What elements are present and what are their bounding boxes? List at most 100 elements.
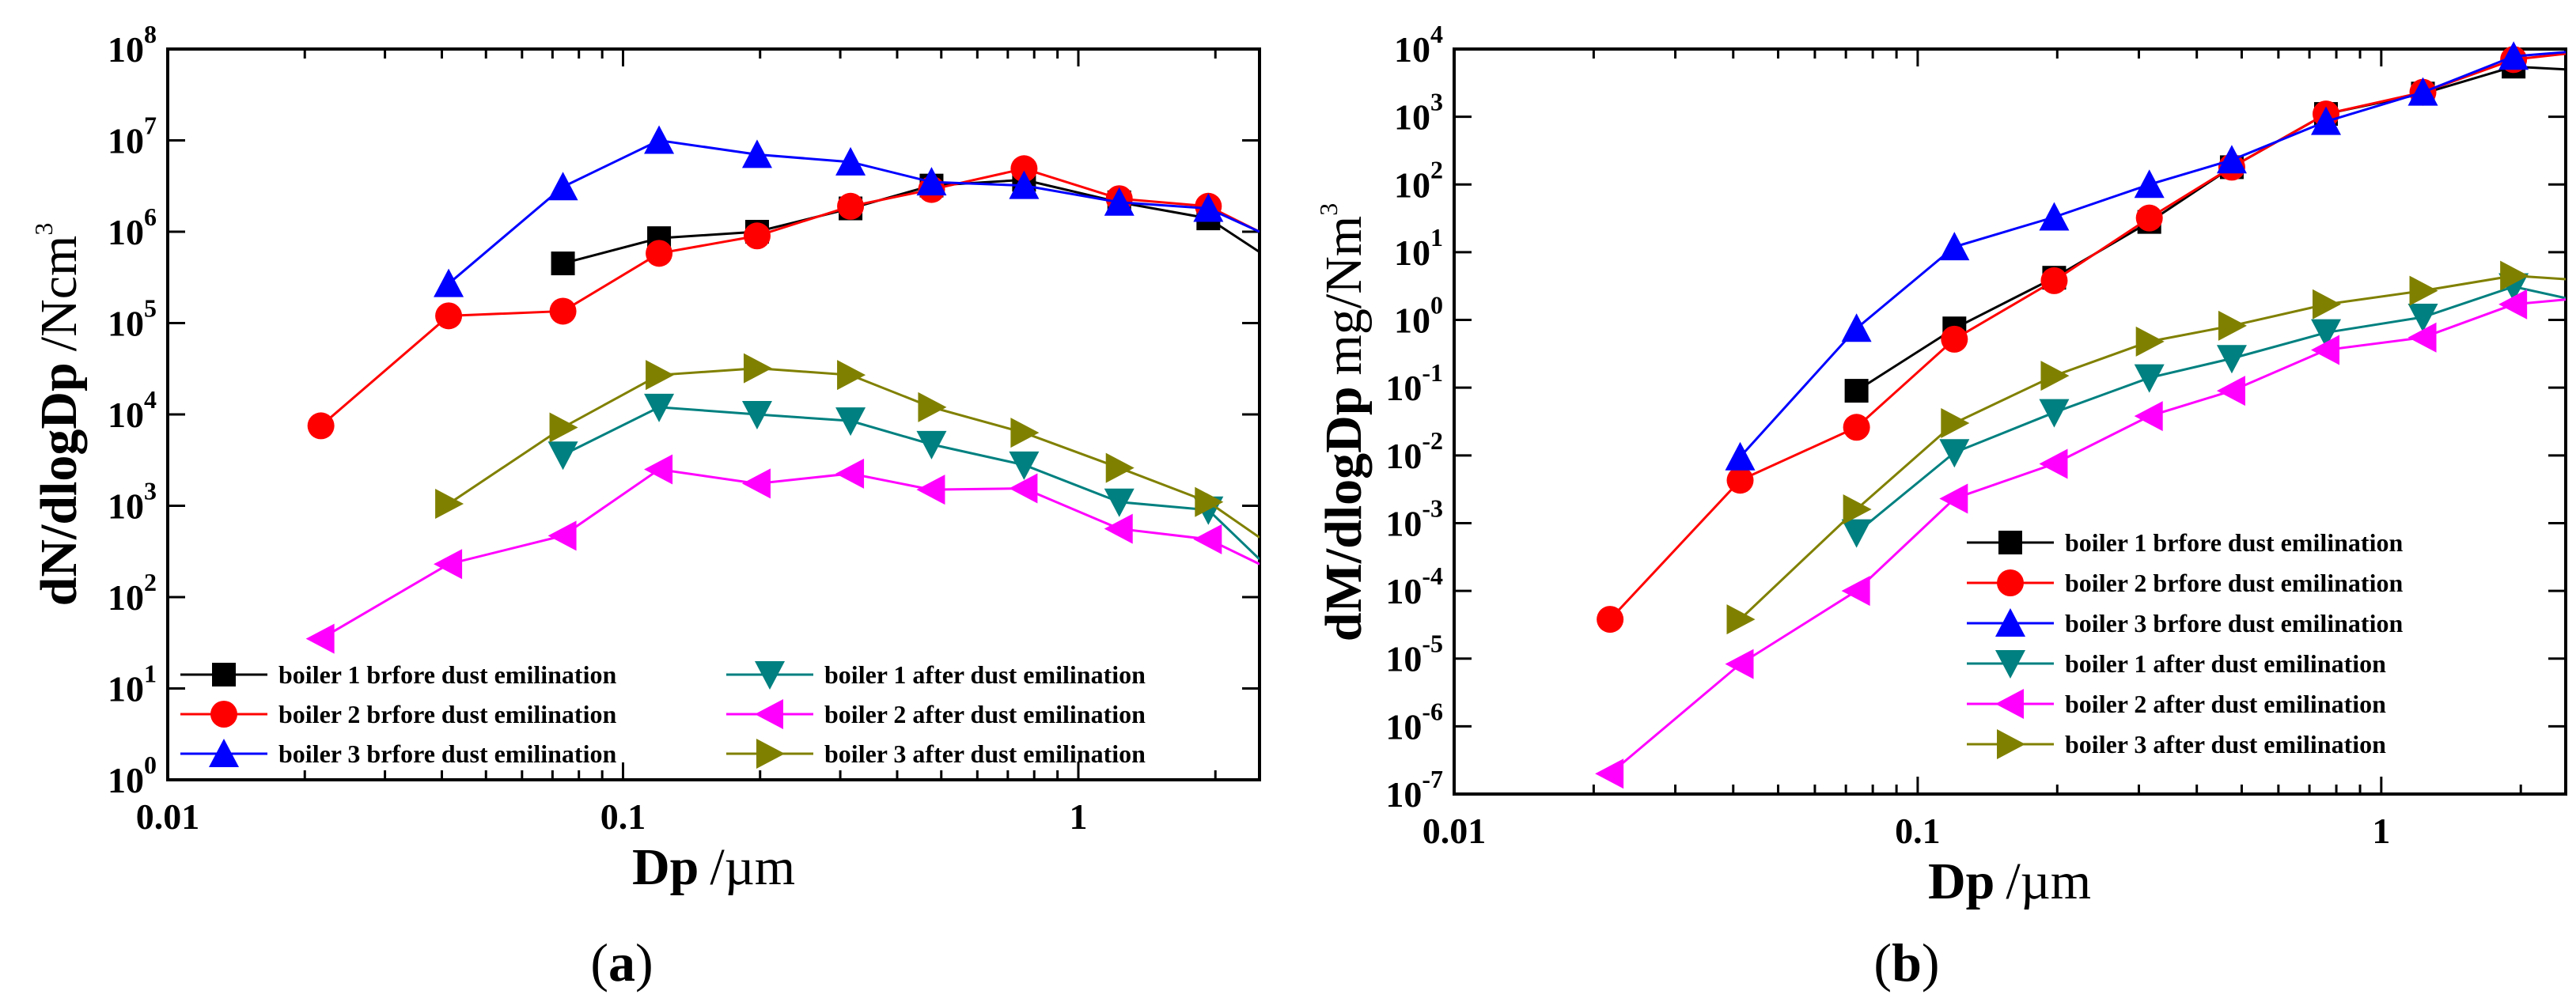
legend-marker: [212, 663, 236, 686]
data-point: [1010, 418, 1040, 448]
data-point: [646, 360, 675, 391]
y-tick-label: 10-7: [1385, 765, 1443, 815]
data-point: [2218, 310, 2247, 341]
data-point: [1941, 407, 1970, 438]
legend-marker: [1997, 729, 2025, 759]
data-point: [1009, 170, 1040, 199]
data-point: [1725, 649, 1754, 679]
legend-label: boiler 3 after dust emilination: [2065, 730, 2386, 758]
series-3: [1725, 41, 2566, 471]
legend-label: boiler 1 after dust emilination: [2065, 649, 2386, 678]
legend-entry: boiler 3 after dust emilination: [1967, 729, 2386, 759]
data-point: [1009, 473, 1038, 504]
y-tick-label: 10-5: [1385, 630, 1443, 679]
panel-label: (b): [1873, 932, 1939, 993]
y-axis-title: dN/dlogDp/Ncm3: [29, 223, 88, 607]
y-tick-label: 107: [108, 112, 157, 161]
legend-entry: boiler 3 after dust emilination: [726, 739, 1146, 769]
series-5: [1595, 289, 2566, 789]
data-point: [1841, 519, 1872, 548]
y-tick-label: 101: [1394, 223, 1443, 273]
data-point: [837, 192, 865, 220]
data-point: [1193, 524, 1222, 554]
y-tick-label: 105: [108, 294, 157, 344]
data-point: [1104, 513, 1133, 544]
series-6: [1726, 260, 2566, 635]
data-point: [644, 393, 675, 422]
data-point: [2216, 376, 2245, 407]
y-tick-label: 100: [1394, 291, 1443, 341]
data-point: [2407, 304, 2438, 333]
legend-entry: boiler 1 after dust emilination: [726, 660, 1146, 690]
data-point: [2407, 322, 2437, 353]
data-point: [741, 139, 772, 168]
legend-label: boiler 3 brfore dust emilination: [2065, 609, 2403, 637]
y-tick-label: 108: [108, 20, 157, 70]
data-point: [1841, 313, 1872, 342]
panel-a-chart: 0.01 0.1 1 100 101 102 103 104 105 106 107 108 boile…: [29, 20, 1261, 993]
data-point: [1843, 494, 1872, 524]
data-point: [1725, 441, 1756, 471]
x-tick-label: 1: [2372, 811, 2390, 851]
legend-label: boiler 1 brfore dust emilination: [278, 660, 616, 689]
x-tick-label: 0.01: [136, 796, 200, 837]
data-point: [549, 297, 577, 325]
y-tick-label: 10-6: [1385, 697, 1443, 747]
legend-entry: boiler 3 brfore dust emilination: [1967, 608, 2403, 637]
data-point: [1939, 232, 1970, 261]
x-axis-title: Dp/µm: [632, 838, 795, 896]
data-point: [1941, 325, 1968, 353]
legend-entry: boiler 2 brfore dust emilination: [180, 700, 616, 728]
legend-label: boiler 1 after dust emilination: [824, 660, 1146, 689]
data-point: [835, 458, 865, 489]
data-point: [1843, 414, 1870, 441]
data-point: [2134, 364, 2165, 393]
y-tick-label: 104: [1394, 20, 1443, 70]
data-point: [2039, 448, 2068, 479]
y-tick-label: 10-2: [1385, 426, 1443, 476]
data-point: [547, 172, 578, 201]
legend-marker: [209, 739, 239, 767]
data-point: [1939, 439, 1970, 468]
data-point: [2135, 204, 2163, 232]
data-point: [1726, 604, 1756, 635]
legend-label: boiler 3 brfore dust emilination: [278, 739, 616, 768]
data-point: [1105, 452, 1135, 483]
data-point: [2498, 289, 2528, 320]
data-point: [2498, 41, 2529, 70]
data-point: [835, 407, 866, 437]
data-point: [307, 412, 335, 440]
data-point: [1010, 155, 1038, 183]
y-tick-label: 104: [108, 385, 157, 435]
data-point: [1595, 758, 1624, 789]
data-point: [1193, 193, 1224, 222]
data-point: [1104, 488, 1135, 517]
data-point: [547, 520, 577, 551]
data-point: [835, 146, 866, 176]
data-point: [434, 268, 464, 297]
data-point: [2313, 289, 2342, 320]
legend-entry: boiler 2 brfore dust emilination: [1967, 569, 2403, 597]
data-point: [1009, 451, 1040, 480]
legend-marker: [1995, 650, 2025, 679]
y-tick-label: 102: [108, 568, 157, 618]
legend-label: boiler 2 brfore dust emilination: [2065, 569, 2403, 597]
data-point: [646, 240, 673, 267]
data-point: [743, 222, 771, 250]
data-point: [2040, 361, 2070, 391]
data-point: [1597, 606, 1624, 633]
data-point: [1841, 576, 1870, 607]
data-point: [741, 468, 771, 499]
series-line: [1739, 274, 2566, 621]
data-point: [2039, 399, 2070, 428]
data-point: [2216, 145, 2247, 174]
data-point: [2311, 106, 2342, 135]
y-tick-label: 106: [108, 202, 157, 252]
data-point: [644, 454, 673, 485]
data-point: [2311, 335, 2340, 365]
data-point: [2134, 401, 2163, 432]
data-point: [916, 430, 947, 460]
legend-marker: [1995, 608, 2025, 637]
x-tick-label: 0.1: [600, 796, 646, 837]
